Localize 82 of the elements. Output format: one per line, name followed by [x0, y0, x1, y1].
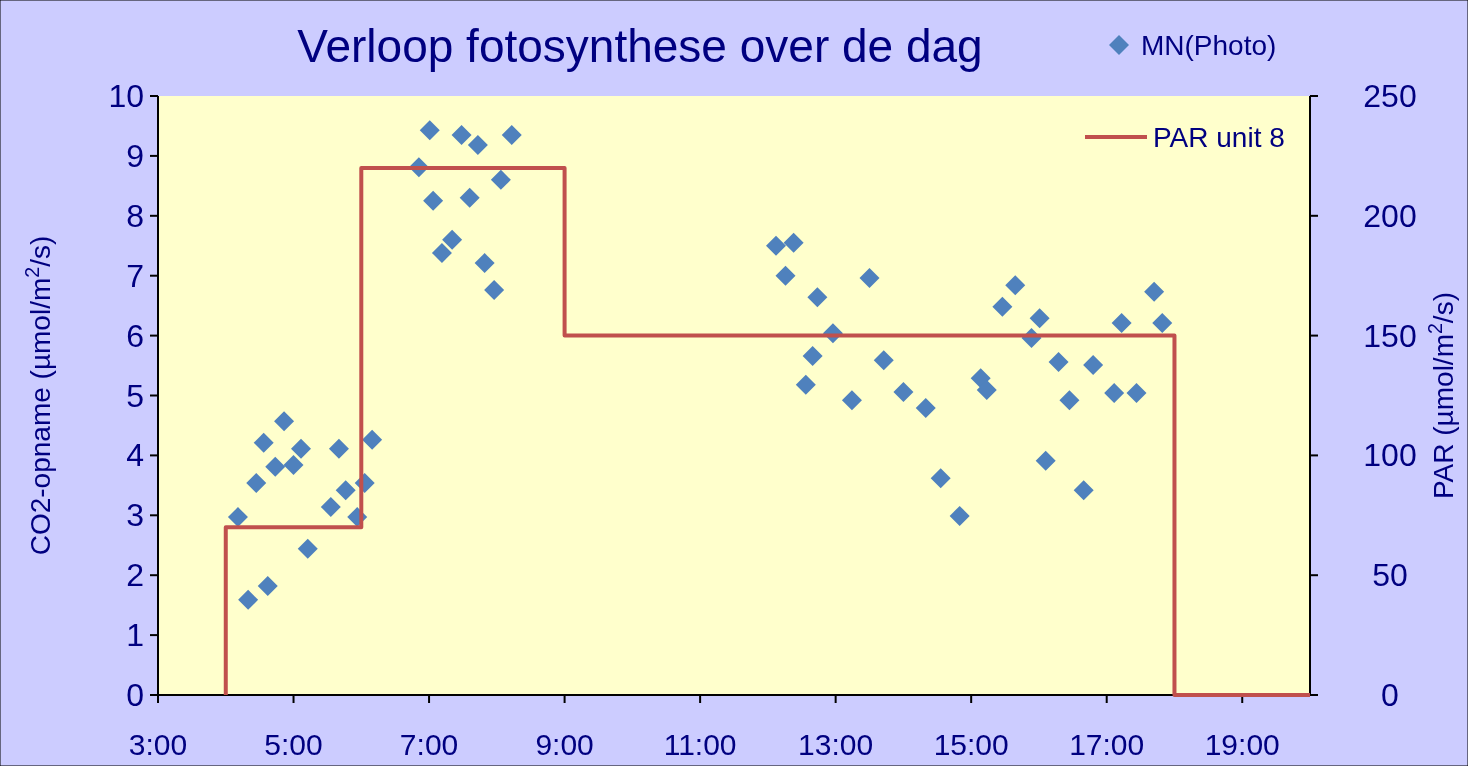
y2-tick-label: 200: [1363, 197, 1417, 234]
point: [431, 242, 452, 263]
y-tick-label: 10: [108, 78, 144, 114]
point: [1035, 450, 1056, 471]
point: [362, 429, 383, 450]
point: [1144, 281, 1165, 302]
point: [484, 280, 505, 301]
y-tick-label: 2: [126, 557, 144, 594]
point: [1104, 383, 1125, 404]
y2-tick-label: 150: [1363, 317, 1417, 354]
y2-tick-label: 250: [1363, 78, 1417, 114]
x-tick-label: 19:00: [1204, 728, 1280, 761]
point: [451, 124, 472, 145]
point: [490, 169, 511, 190]
y-tick-label: 5: [126, 377, 144, 414]
point: [467, 135, 488, 156]
point: [1126, 383, 1147, 404]
chart-title: Verloop fotosynthese over de dag: [297, 20, 983, 72]
point: [1111, 313, 1132, 334]
y-tick-label: 6: [126, 317, 144, 354]
x-tick-label: 11:00: [663, 728, 737, 761]
y-tick-label: 9: [126, 137, 144, 174]
point: [783, 232, 804, 253]
point: [1083, 354, 1104, 375]
point: [930, 468, 951, 489]
x-tick-label: 17:00: [1069, 728, 1145, 761]
point: [893, 381, 914, 402]
point: [320, 496, 341, 517]
point: [459, 187, 480, 208]
point: [501, 124, 522, 145]
x-tick-label: 15:00: [933, 728, 1009, 761]
y2-tick-label: 0: [1381, 677, 1399, 713]
legend-label: MN(Photo): [1141, 30, 1277, 61]
legend-label: PAR unit 8: [1153, 122, 1285, 153]
point: [227, 507, 248, 528]
x-tick-label: 3:00: [128, 728, 188, 761]
x-tick-label: 13:00: [798, 728, 874, 761]
point: [1152, 313, 1173, 334]
point: [807, 287, 828, 308]
y-tick-label: 7: [126, 257, 144, 294]
point: [1048, 351, 1069, 372]
point: [257, 575, 278, 596]
point: [775, 265, 796, 286]
point: [335, 480, 356, 501]
point: [802, 345, 823, 366]
y2-tick-label: 100: [1363, 437, 1417, 474]
point: [328, 438, 349, 459]
point: [274, 411, 295, 432]
point: [238, 589, 259, 610]
x-tick-label: 9:00: [535, 728, 594, 761]
y-tick-label: 8: [126, 197, 144, 234]
y2-tick-label: 50: [1372, 557, 1408, 594]
x-tick-label: 7:00: [399, 728, 459, 761]
point: [423, 190, 444, 211]
point: [253, 432, 274, 453]
y-tick-label: 1: [126, 617, 144, 654]
point: [474, 253, 495, 274]
point: [841, 390, 862, 411]
point: [297, 538, 318, 559]
y-tick-label: 3: [126, 497, 144, 534]
point: [970, 368, 991, 389]
point: [1029, 308, 1050, 329]
point: [1059, 390, 1080, 411]
point: [246, 472, 267, 493]
point: [795, 374, 816, 395]
y-tick-label: 4: [126, 437, 144, 474]
point: [976, 380, 997, 401]
point: [992, 296, 1013, 317]
point: [290, 438, 311, 459]
point: [949, 505, 970, 526]
x-tick-label: 5:00: [264, 728, 323, 761]
point: [1073, 480, 1094, 501]
y-tick-label: 0: [126, 677, 144, 713]
point: [265, 456, 286, 477]
point: [859, 268, 880, 289]
point: [1005, 275, 1026, 296]
point: [283, 454, 304, 475]
point: [873, 350, 894, 371]
point: [766, 235, 787, 256]
point: [419, 120, 440, 141]
point: [442, 229, 463, 250]
point: [915, 398, 936, 419]
